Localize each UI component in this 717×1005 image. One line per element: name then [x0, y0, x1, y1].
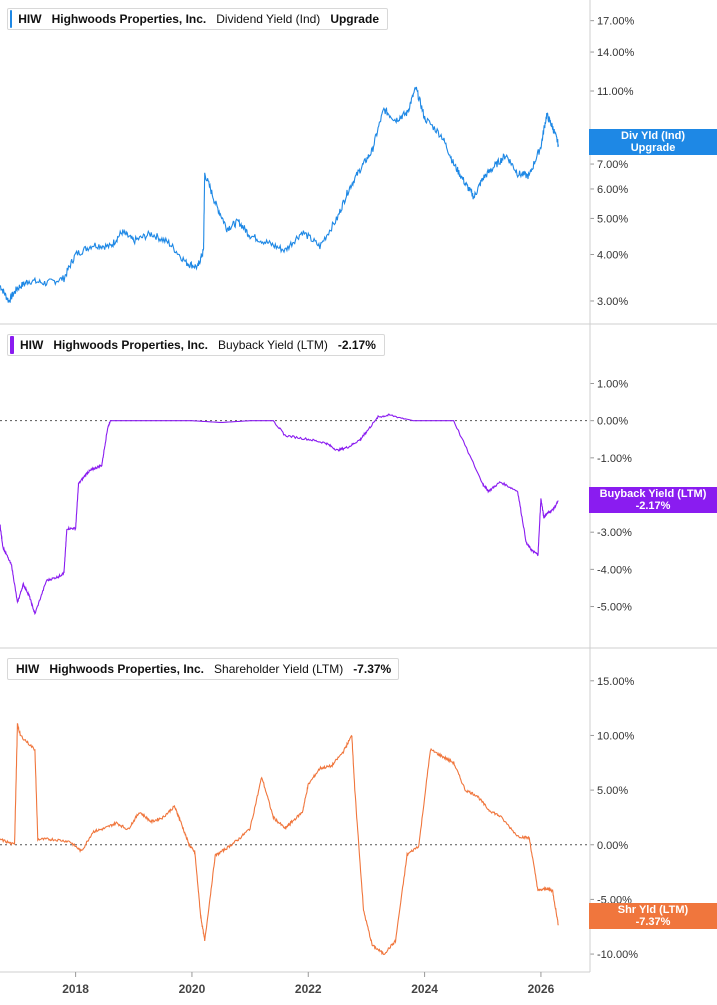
legend-metric: Shareholder Yield (LTM) [214, 662, 344, 676]
y-tick-label: -10.00% [597, 949, 638, 961]
shareholder-yield-line [0, 723, 559, 956]
legend-color-swatch [10, 336, 14, 354]
x-tick-label: 2026 [528, 982, 555, 996]
legend-ticker: HIW [16, 662, 40, 676]
legend-color-swatch [10, 10, 13, 28]
y-tick-label: 4.00% [597, 249, 628, 261]
legend-ticker: HIW [18, 12, 42, 26]
dividend-yield-line [0, 86, 559, 303]
y-tick-label: 14.00% [597, 47, 635, 59]
badge-value: -2.17% [635, 500, 671, 512]
legend-shareholder-yield[interactable]: HIW Highwoods Properties, Inc. Sharehold… [7, 658, 399, 680]
y-tick-label: 5.00% [597, 785, 628, 797]
y-tick-label: 5.00% [597, 213, 628, 225]
badge-label: Div Yld (Ind) [621, 130, 685, 142]
x-tick-label: 2020 [179, 982, 206, 996]
buyback-yield-badge: Buyback Yield (LTM) -2.17% [589, 487, 717, 513]
x-tick-label: 2018 [62, 982, 89, 996]
y-tick-label: 3.00% [597, 296, 628, 308]
badge-value: Upgrade [630, 142, 676, 154]
y-tick-label: 10.00% [597, 730, 635, 742]
legend-ticker: HIW [20, 338, 44, 352]
y-tick-label: 11.00% [597, 86, 634, 98]
y-tick-label: 0.00% [597, 416, 628, 428]
legend-value: -7.37% [353, 662, 392, 676]
dividend-yield-badge: Div Yld (Ind) Upgrade [589, 129, 717, 155]
legend-dividend-yield[interactable]: HIW Highwoods Properties, Inc. Dividend … [7, 8, 388, 30]
y-tick-label: 0.00% [597, 840, 628, 852]
shareholder-yield-badge: Shr Yld (LTM) -7.37% [589, 903, 717, 929]
badge-label: Buyback Yield (LTM) [599, 488, 707, 500]
x-tick-label: 2022 [295, 982, 322, 996]
y-tick-label: -4.00% [597, 564, 632, 576]
legend-buyback-yield[interactable]: HIW Highwoods Properties, Inc. Buyback Y… [7, 334, 385, 356]
y-tick-label: -1.00% [597, 453, 632, 465]
x-tick-label: 2024 [411, 982, 438, 996]
legend-metric: Buyback Yield (LTM) [218, 338, 328, 352]
legend-value: -2.17% [337, 338, 376, 352]
y-tick-label: 15.00% [597, 676, 635, 688]
y-tick-label: -5.00% [597, 602, 632, 614]
legend-company-name: Highwoods Properties, Inc. [49, 662, 205, 676]
y-tick-label: -3.00% [597, 527, 632, 539]
legend-metric: Dividend Yield (Ind) [216, 12, 321, 26]
y-tick-label: 6.00% [597, 184, 628, 196]
legend-value: Upgrade [330, 12, 379, 26]
legend-company-name: Highwoods Properties, Inc. [53, 338, 209, 352]
badge-label: Shr Yld (LTM) [617, 904, 689, 916]
badge-value: -7.37% [635, 916, 671, 928]
legend-company-name: Highwoods Properties, Inc. [51, 12, 207, 26]
y-tick-label: 17.00% [597, 16, 635, 28]
y-tick-label: 7.00% [597, 159, 628, 171]
y-tick-label: 1.00% [597, 378, 628, 390]
buyback-yield-line [0, 413, 559, 616]
